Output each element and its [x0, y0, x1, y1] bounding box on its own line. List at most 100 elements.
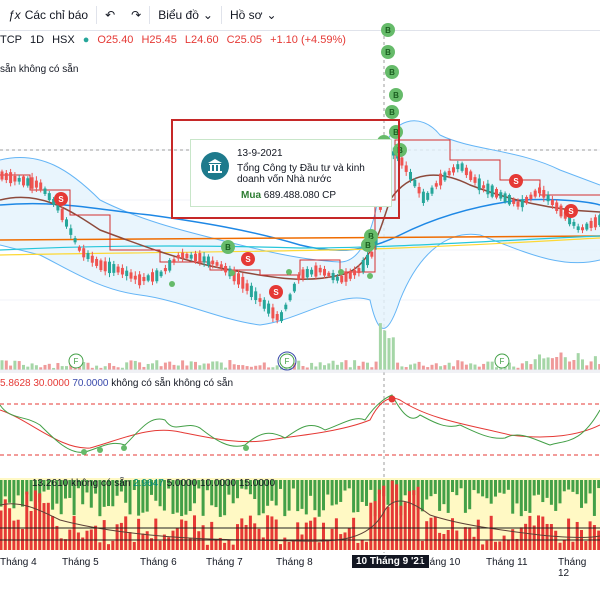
tooltip-amount: 689.488.080 CP	[263, 190, 337, 201]
histogram-bar-up	[287, 480, 291, 511]
sell-marker-icon: S	[54, 192, 68, 206]
histogram-bar-down	[524, 523, 528, 550]
volume-bar	[512, 366, 516, 370]
candle-body	[237, 273, 240, 285]
volume-bar	[550, 358, 554, 370]
histogram-bar-down	[489, 515, 493, 550]
candle-body	[486, 183, 490, 195]
histogram-bar-down	[38, 493, 42, 550]
histogram-bar-down	[29, 510, 33, 550]
histogram-bar-down	[76, 532, 80, 550]
histogram-bar-up	[76, 480, 80, 489]
volume-bar	[224, 367, 228, 370]
candle-body	[142, 276, 146, 282]
histogram-bar-down	[330, 528, 334, 550]
histogram-bar-down	[3, 499, 7, 550]
volume-bar	[26, 366, 30, 370]
insider-trade-tooltip: 13-9-2021 Tổng Công ty Đầu tư và kinh do…	[190, 139, 392, 207]
histogram-bar-up	[494, 480, 497, 497]
volume-bar	[155, 360, 159, 370]
event-f-icon: F	[277, 351, 297, 371]
buy-marker-icon: B	[385, 65, 399, 79]
histogram-bar-up	[506, 480, 510, 490]
histogram-bar-up	[279, 480, 282, 489]
candle-body	[589, 220, 593, 228]
sell-marker-icon: S	[269, 285, 283, 299]
histogram-bar-up	[197, 480, 201, 489]
histogram-bar-up	[532, 480, 536, 496]
histogram-bar-up	[451, 480, 454, 493]
candle-body	[331, 272, 335, 281]
toolbar-divider	[220, 6, 222, 24]
volume-bar	[138, 362, 142, 370]
event-markers[interactable]: F F F	[68, 351, 510, 371]
ichimoku-red-line	[0, 139, 600, 276]
volume-bar	[146, 363, 150, 370]
histogram-bar-up	[369, 480, 373, 490]
candle-body	[26, 178, 30, 186]
histogram-bar-down	[571, 541, 575, 550]
histogram-bar-down	[119, 522, 123, 550]
volume-bar	[464, 364, 468, 370]
symbol-exchange: HSX	[52, 34, 75, 46]
histogram-bar-down	[347, 527, 351, 550]
candle-body	[189, 254, 193, 259]
toolbar-divider	[96, 6, 98, 24]
candle-body	[357, 268, 361, 274]
candle-body	[159, 271, 163, 277]
trade-markers[interactable]: BBBBBBBBBBBSSSSS	[54, 23, 578, 299]
undo-button[interactable]: ↶	[97, 0, 123, 30]
indicators-button[interactable]: ƒx Các chỉ báo	[0, 0, 96, 30]
histogram-bar-up	[446, 480, 450, 513]
buy-marker-label: B	[385, 48, 391, 57]
candle-body	[490, 185, 494, 197]
volume-bar	[52, 367, 56, 370]
candle-body	[95, 258, 99, 266]
histogram-bar-down	[420, 540, 424, 550]
histogram-bar-up	[214, 480, 218, 508]
candle-body	[353, 270, 357, 276]
time-axis[interactable]: Tháng 4 Tháng 5 Tháng 6 Tháng 7 Tháng 8 …	[0, 553, 600, 579]
candle-body	[125, 270, 129, 277]
histogram-bar-down	[51, 516, 55, 550]
volume-bar	[9, 365, 13, 370]
histogram-bar-up	[343, 480, 347, 491]
histogram-bar-up	[68, 480, 72, 498]
volume-bar	[559, 352, 563, 370]
histogram-bar-down	[472, 536, 476, 550]
candle-body	[280, 312, 283, 322]
chart-type-dropdown[interactable]: Biểu đồ ⌄	[150, 0, 221, 30]
histogram-bar-down	[128, 532, 132, 550]
indicators-icon: ƒx	[8, 8, 21, 22]
histogram-bar-up	[253, 480, 257, 500]
histogram-bar-down	[12, 520, 16, 550]
histogram-bar-up	[184, 480, 188, 515]
toolbar-divider	[149, 6, 151, 24]
volume-bar	[555, 357, 559, 370]
histogram-bar-down	[429, 517, 433, 550]
histogram-bar-down	[111, 540, 115, 550]
redo-button[interactable]: ↷	[123, 0, 149, 30]
volume-bar	[120, 367, 124, 370]
chevron-down-icon: ⌄	[266, 8, 277, 22]
volume-bar	[495, 367, 498, 370]
sell-marker-icon: S	[564, 204, 578, 218]
profile-dropdown[interactable]: Hồ sơ ⌄	[222, 0, 285, 30]
ma-teal-line	[0, 235, 600, 251]
histogram-bar-down	[377, 489, 381, 550]
volume-bar	[525, 361, 529, 370]
candle-body	[361, 259, 365, 272]
volume-bar	[447, 362, 451, 370]
histogram-bar-up	[128, 480, 132, 515]
hist-level-1: 5.0000	[166, 478, 198, 489]
svg-text:F: F	[500, 357, 505, 366]
bank-icon	[201, 152, 229, 180]
volume-bar	[576, 353, 580, 370]
histogram-bar-down	[356, 542, 360, 550]
candle-body	[366, 254, 369, 266]
histogram-bar-down	[72, 516, 76, 550]
tooltip-organization: Tổng Công ty Đầu tư và kinh doanh vốn Nh…	[237, 163, 387, 185]
candle-body	[215, 262, 219, 266]
candle-body	[77, 246, 81, 251]
